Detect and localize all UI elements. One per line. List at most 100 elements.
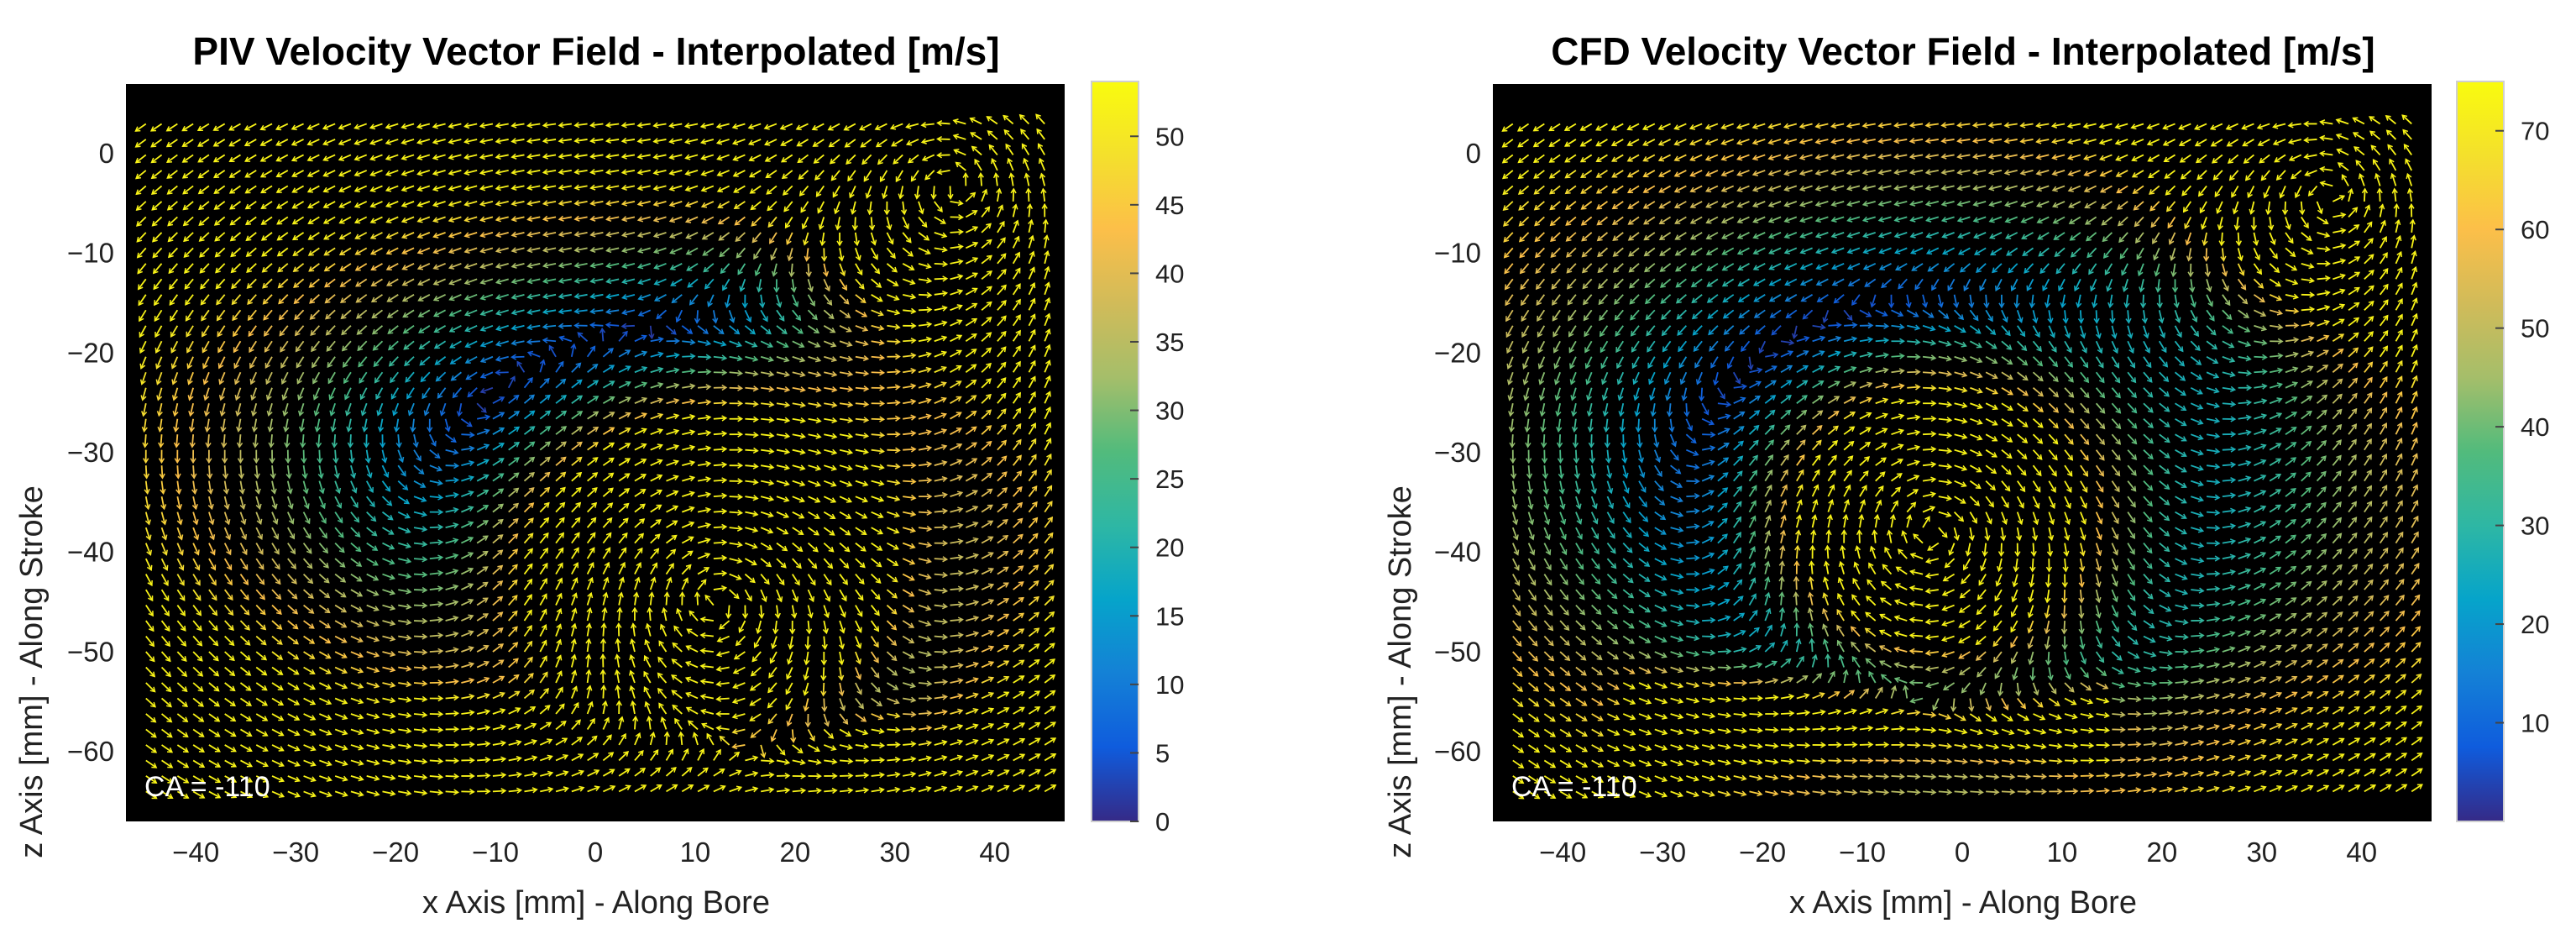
piv-vector-arrowhead	[165, 626, 170, 632]
piv-vector-arrowhead	[136, 221, 142, 227]
piv-vector-arrowhead	[165, 686, 172, 693]
piv-vector-arrow	[223, 543, 232, 555]
piv-vector-arrow	[160, 589, 170, 601]
piv-vector-arrowhead	[246, 716, 253, 721]
piv-vector-arrow	[160, 543, 168, 555]
piv-vector-arrow	[292, 185, 305, 193]
piv-vector-arrowhead	[266, 410, 273, 417]
piv-vector-arrow	[293, 278, 305, 288]
piv-vector-arrowhead	[207, 503, 214, 511]
piv-vector-arrowhead	[212, 625, 218, 632]
piv-vector-arrowhead	[163, 580, 169, 586]
piv-vector-arrowhead	[284, 442, 291, 449]
piv-vector-arrowhead	[202, 331, 207, 338]
piv-vector-arrowhead	[181, 141, 188, 147]
piv-vector-arrow	[213, 139, 226, 147]
piv-vector-arrow	[248, 309, 257, 321]
piv-vector-arrow	[145, 666, 155, 678]
piv-vector-arrow	[224, 651, 235, 661]
piv-vector-arrow	[176, 527, 183, 540]
piv-vector-arrow	[277, 247, 289, 257]
piv-vector-arrow	[729, 386, 742, 390]
piv-vector-arrow	[871, 371, 884, 374]
piv-vector-arrow	[214, 216, 226, 226]
piv-vector-arrowhead	[197, 188, 204, 195]
piv-vector-arrowhead	[181, 157, 188, 163]
piv-vector-arrow	[144, 480, 149, 494]
piv-vector-arrowhead	[233, 379, 240, 386]
piv-vector-arrowhead	[235, 410, 242, 417]
piv-vector-arrow	[287, 589, 298, 600]
piv-vector-arrowhead	[161, 534, 168, 541]
piv-vector-arrowhead	[294, 792, 301, 798]
piv-vector-arrowhead	[166, 716, 173, 723]
piv-vector-arrowhead	[228, 125, 235, 131]
piv-vector-arrowhead	[207, 473, 213, 480]
piv-vector-arrow	[182, 139, 194, 147]
piv-vector-arrowhead	[182, 732, 189, 738]
piv-vector-arrowhead	[259, 124, 266, 131]
piv-vector-arrow	[199, 247, 210, 258]
piv-vector-arrow	[286, 465, 291, 479]
piv-vector-arrowhead	[228, 172, 235, 178]
piv-vector-arrowhead	[215, 762, 222, 768]
piv-vector-arrowhead	[216, 299, 222, 306]
piv-vector-arrow	[729, 496, 742, 498]
piv-vector-arrow	[176, 728, 189, 737]
piv-vector-arrow	[198, 185, 210, 195]
piv-vector-arrowhead	[228, 188, 235, 194]
piv-vector-arrow	[240, 759, 253, 768]
piv-vector-arrow	[287, 604, 298, 615]
piv-vector-arrow	[145, 589, 154, 601]
piv-vector-arrow	[202, 356, 210, 369]
piv-vector-arrowhead	[255, 503, 262, 510]
piv-vector-arrowhead	[181, 625, 186, 632]
piv-vector-arrowhead	[260, 624, 267, 631]
piv-vector-arrowhead	[200, 299, 207, 306]
piv-vector-arrowhead	[228, 610, 234, 616]
piv-vector-arrowhead	[213, 204, 220, 210]
piv-vector-arrow	[145, 790, 157, 800]
piv-vector-arrow	[271, 589, 281, 600]
piv-vector-arrow	[208, 620, 218, 631]
piv-vector-arrow	[198, 201, 210, 210]
piv-vector-arrow	[213, 154, 226, 163]
piv-vector-arrow	[168, 247, 178, 258]
piv-vector-arrow	[176, 589, 186, 601]
piv-vector-arrowhead	[197, 686, 204, 692]
piv-vector-arrow	[934, 526, 947, 529]
piv-vector-arrowhead	[140, 395, 147, 401]
piv-vector-arrow	[287, 573, 297, 585]
piv-vector-arrow	[135, 154, 147, 164]
piv-vector-arrow	[260, 139, 273, 146]
piv-vector-arrow	[291, 139, 304, 146]
piv-vector-arrowhead	[166, 204, 173, 211]
piv-vector-arrowhead	[278, 731, 285, 737]
piv-vector-arrowhead	[185, 315, 191, 322]
piv-vector-arrowhead	[268, 442, 275, 449]
piv-vector-arrowhead	[229, 219, 236, 226]
piv-vector-arrowhead	[183, 762, 190, 769]
piv-vector-arrow	[161, 713, 172, 723]
piv-vector-arrow	[254, 434, 258, 448]
piv-vector-arrowhead	[280, 362, 286, 369]
piv-vector-arrowhead	[243, 125, 250, 131]
piv-vector-arrowhead	[165, 141, 172, 148]
piv-vector-arrowhead	[148, 595, 154, 602]
piv-vector-arrowhead	[177, 534, 184, 541]
piv-vector-arrowhead	[170, 315, 175, 323]
piv-vector-arrow	[153, 278, 163, 290]
piv-vector-arrow	[139, 309, 147, 322]
piv-vector-arrowhead	[157, 426, 164, 433]
piv-vector-arrow	[287, 682, 300, 690]
piv-vector-arrowhead	[238, 488, 245, 495]
piv-vector-arrow	[445, 775, 458, 778]
piv-vector-arrowhead	[244, 219, 252, 226]
piv-vector-arrow	[276, 216, 289, 225]
piv-vector-arrow	[186, 325, 194, 338]
piv-vector-arrow	[192, 635, 202, 647]
piv-vector-arrow	[151, 201, 163, 211]
piv-vector-arrow	[276, 154, 289, 162]
piv-vector-arrow	[141, 387, 147, 401]
piv-vector-arrow	[213, 170, 226, 179]
